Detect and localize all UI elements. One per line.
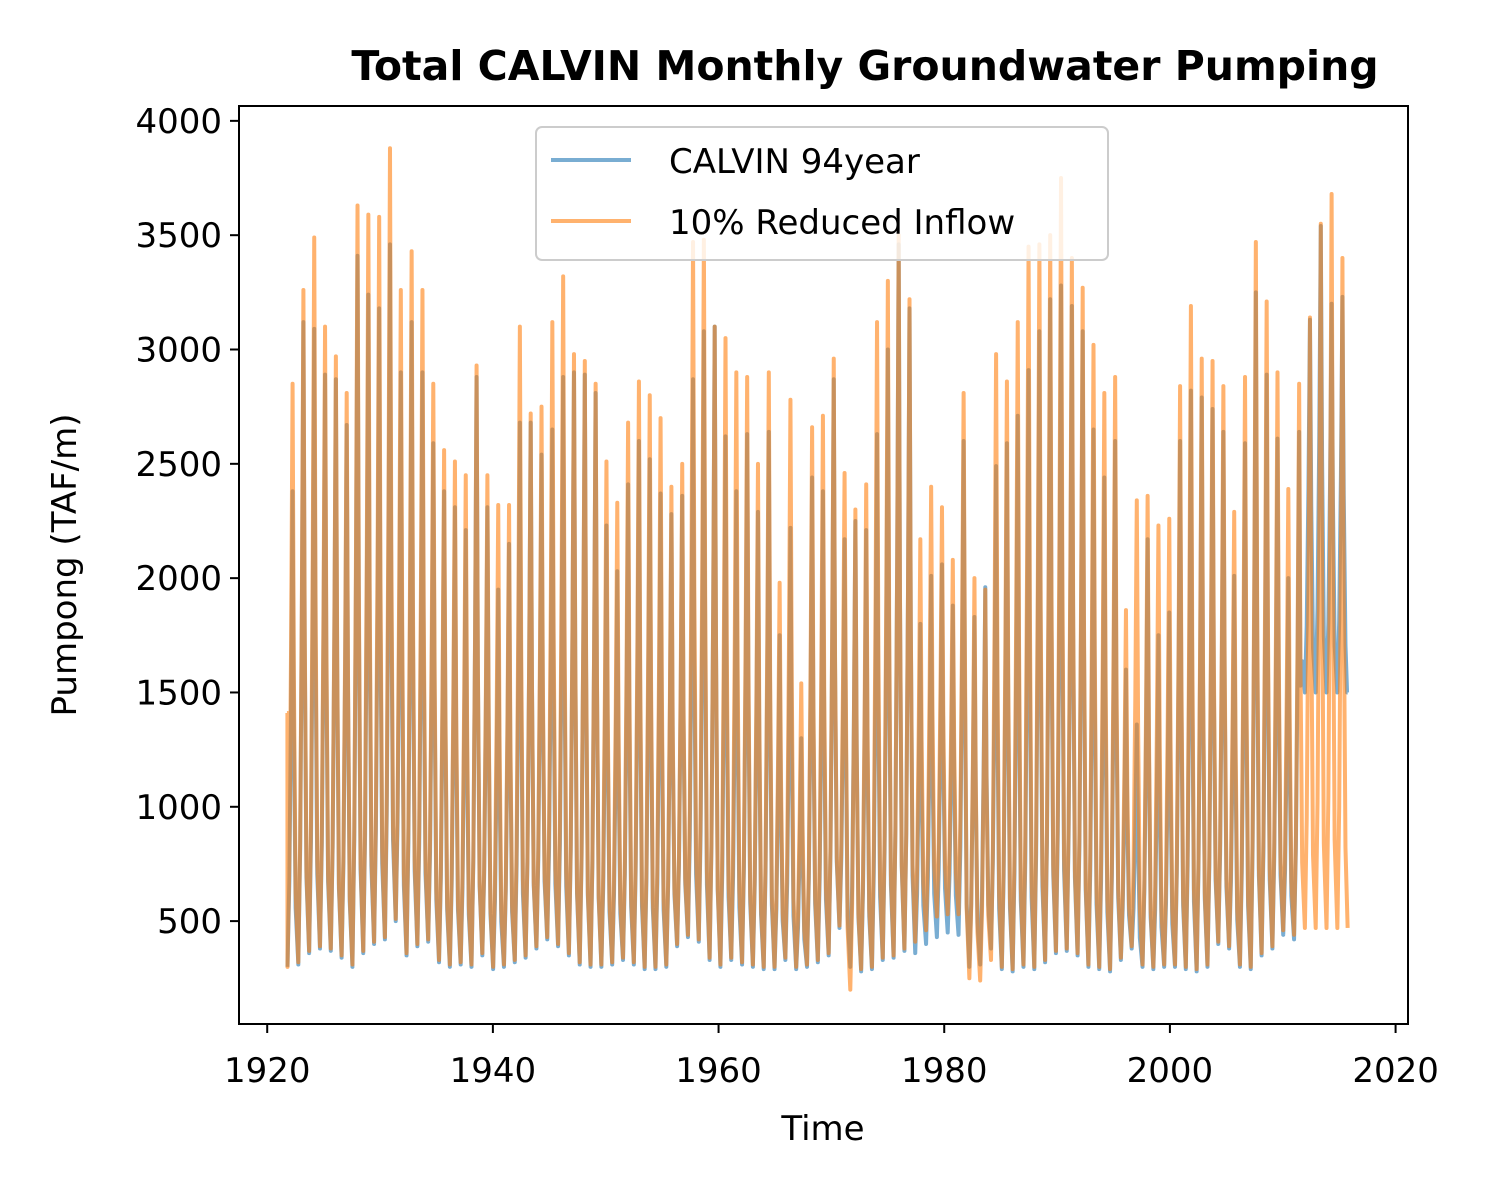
legend-label-calvin-94year: CALVIN 94year (669, 142, 920, 182)
axes-frame (238, 105, 1409, 1025)
legend-label-10pct-reduced-inflow: 10% Reduced Inflow (669, 203, 1015, 243)
series-layer (285, 146, 1350, 992)
y-tick-label: 1500 (135, 673, 222, 713)
y-tick-label: 1000 (135, 788, 222, 828)
x-tick-label: 1980 (901, 1051, 988, 1091)
x-tick-label: 1960 (675, 1051, 762, 1091)
x-tick-label: 1920 (224, 1051, 311, 1091)
legend: CALVIN 94year 10% Reduced Inflow (535, 126, 1109, 261)
series-line-10pct-reduced-inflow (285, 146, 1350, 992)
y-tick-label: 2000 (135, 559, 222, 599)
y-axis: 500 1000 1500 2000 2500 3000 3500 4000 (135, 102, 239, 942)
plot-area (238, 105, 1409, 1025)
x-tick-label: 1940 (450, 1051, 537, 1091)
y-tick-label: 500 (157, 902, 222, 942)
x-tick-label: 2020 (1352, 1051, 1439, 1091)
x-tick-label: 2000 (1127, 1051, 1214, 1091)
y-tick-label: 2500 (135, 445, 222, 485)
x-axis-label: Time (780, 1109, 864, 1149)
chart-title: Total CALVIN Monthly Groundwater Pumping (351, 42, 1378, 90)
legend-box (535, 126, 1109, 261)
x-axis: 1920 1940 1960 1980 2000 2020 (224, 1024, 1439, 1091)
y-tick-label: 4000 (135, 102, 222, 142)
y-tick-label: 3000 (135, 331, 222, 371)
y-tick-label: 3500 (135, 216, 222, 256)
y-axis-label: Pumpong (TAF/m) (45, 414, 85, 717)
